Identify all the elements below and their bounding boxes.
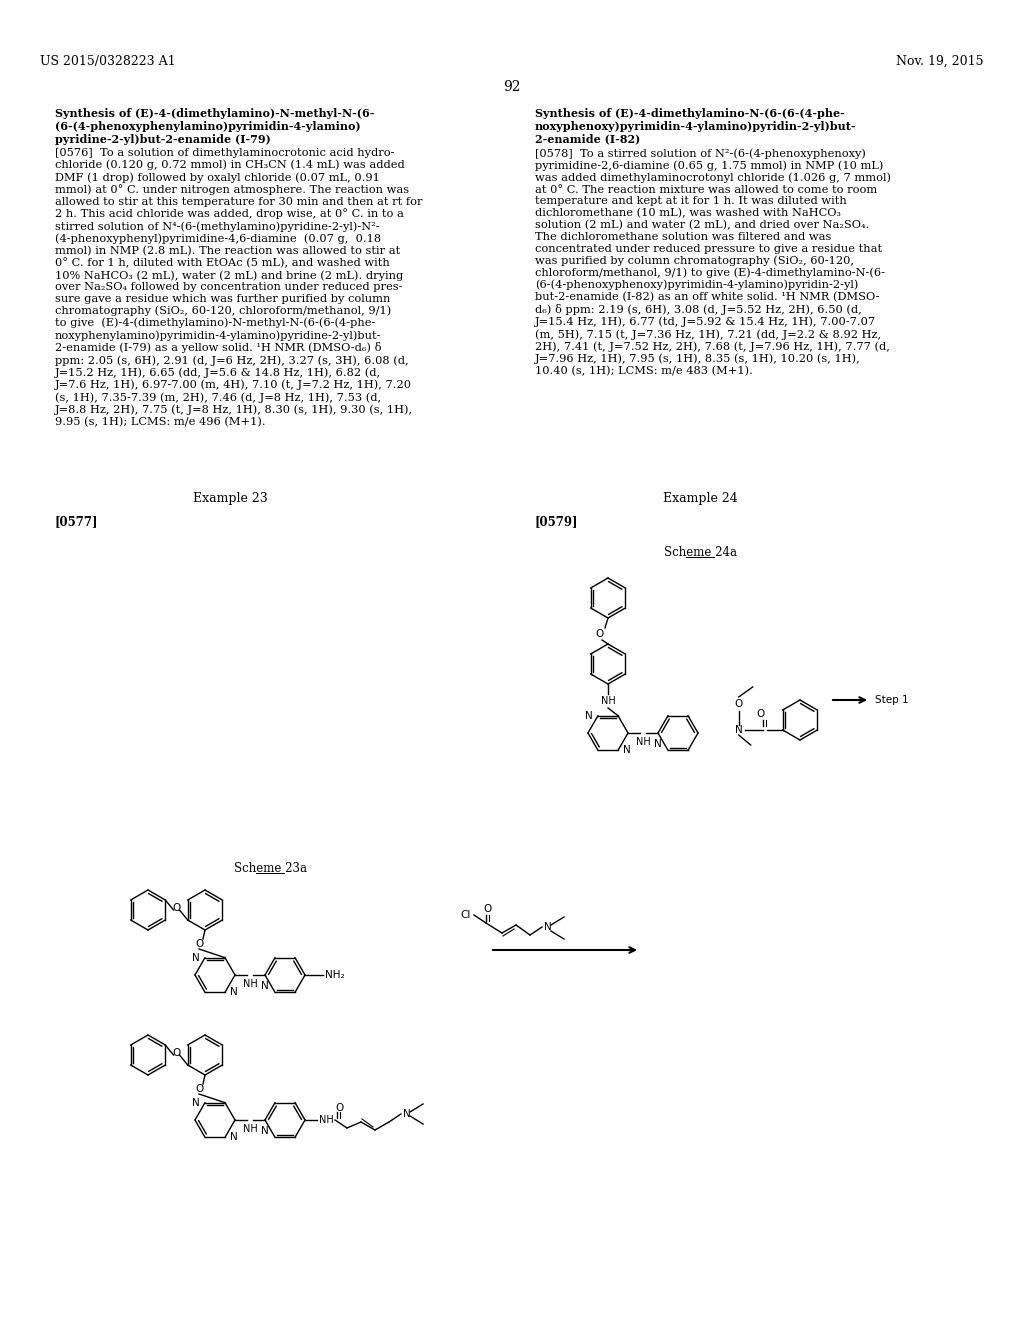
Text: NH: NH xyxy=(601,696,615,706)
Text: O: O xyxy=(335,1104,343,1113)
Text: [0577]: [0577] xyxy=(55,515,98,528)
Text: Example 24: Example 24 xyxy=(663,492,737,506)
Text: N: N xyxy=(230,987,238,998)
Text: N: N xyxy=(735,725,742,735)
Text: Synthesis of (E)-4-dimethylamino-N-(6-(6-(4-phe-
noxyphenoxy)pyrimidin-4-ylamino: Synthesis of (E)-4-dimethylamino-N-(6-(6… xyxy=(535,108,856,145)
Text: N: N xyxy=(193,1098,200,1107)
Text: Example 23: Example 23 xyxy=(193,492,267,506)
Text: O: O xyxy=(172,903,180,913)
Text: O: O xyxy=(483,904,492,913)
Text: Scheme 23a: Scheme 23a xyxy=(233,862,306,875)
Text: O: O xyxy=(596,630,604,639)
Text: N: N xyxy=(403,1109,411,1119)
Text: Synthesis of (E)-4-(dimethylamino)-N-methyl-N-(6-
(6-(4-phenoxyphenylamino)pyrim: Synthesis of (E)-4-(dimethylamino)-N-met… xyxy=(55,108,375,145)
Text: [0578]  To a stirred solution of N²-(6-(4-phenoxyphenoxy)
pyrimidine-2,6-diamine: [0578] To a stirred solution of N²-(6-(4… xyxy=(535,148,891,376)
Text: O: O xyxy=(195,939,203,949)
Text: Scheme 24a: Scheme 24a xyxy=(664,546,736,558)
Text: O: O xyxy=(172,1048,180,1059)
Text: Nov. 19, 2015: Nov. 19, 2015 xyxy=(896,55,984,69)
Text: NH: NH xyxy=(243,1125,257,1134)
Text: NH: NH xyxy=(636,737,650,747)
Text: N: N xyxy=(586,710,593,721)
Text: N: N xyxy=(230,1133,238,1142)
Text: [0579]: [0579] xyxy=(535,515,579,528)
Text: [0576]  To a solution of dimethylaminocrotonic acid hydro-
chloride (0.120 g, 0.: [0576] To a solution of dimethylaminocro… xyxy=(55,148,423,426)
Text: N: N xyxy=(654,739,662,748)
Text: NH₂: NH₂ xyxy=(325,970,345,979)
Text: N: N xyxy=(193,953,200,962)
Text: O: O xyxy=(757,709,765,719)
Text: O: O xyxy=(734,700,742,709)
Text: N: N xyxy=(261,981,269,991)
Text: Step 1: Step 1 xyxy=(874,696,908,705)
Text: O: O xyxy=(195,1084,203,1094)
Text: N: N xyxy=(261,1126,269,1137)
Text: NH: NH xyxy=(243,979,257,989)
Text: NH: NH xyxy=(319,1115,334,1125)
Text: US 2015/0328223 A1: US 2015/0328223 A1 xyxy=(40,55,176,69)
Text: N: N xyxy=(544,921,552,932)
Text: Cl: Cl xyxy=(460,909,470,920)
Text: 92: 92 xyxy=(503,81,521,94)
Text: N: N xyxy=(623,746,631,755)
